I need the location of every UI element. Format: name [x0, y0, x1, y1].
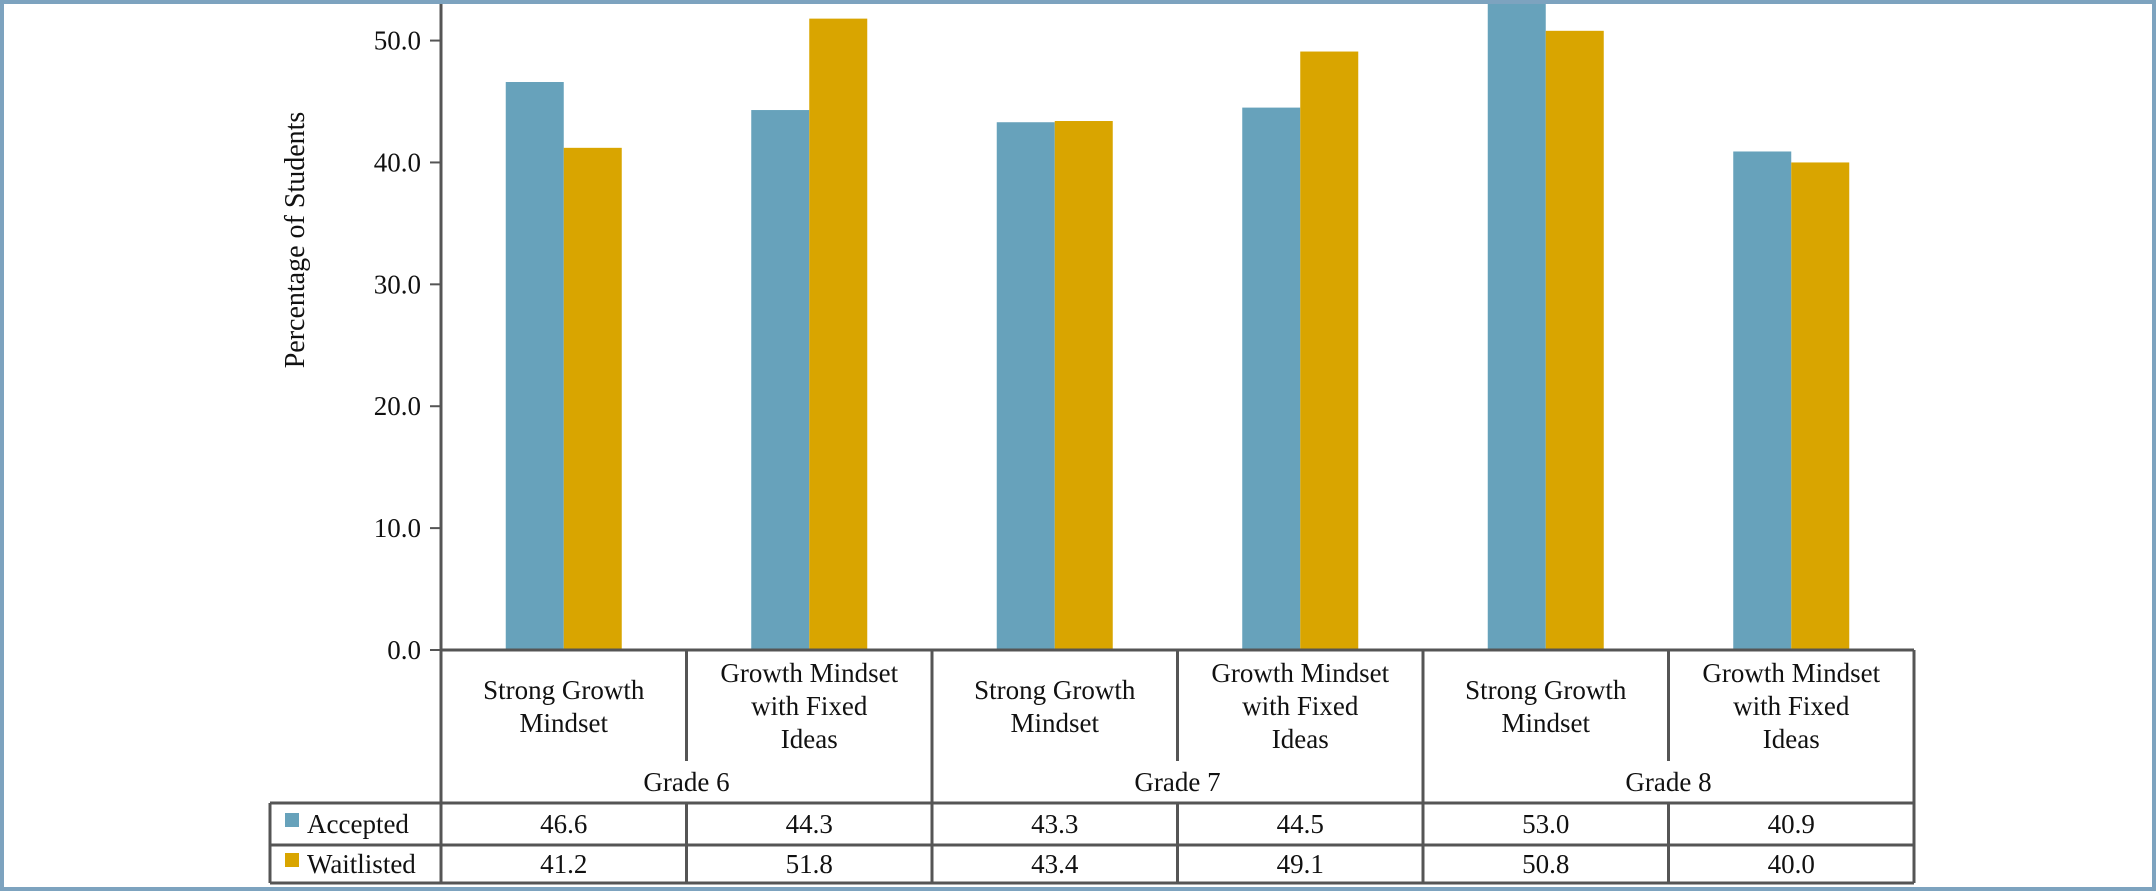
category-label: Mindset: [519, 708, 608, 738]
y-tick-label: 0.0: [387, 635, 421, 665]
category-label: Mindset: [1010, 708, 1099, 738]
data-label-waitlisted: 49.1: [1277, 849, 1324, 879]
bar-accepted-1: [505, 82, 564, 650]
y-tick-label: 10.0: [374, 513, 421, 543]
category-label: with Fixed: [1733, 691, 1850, 721]
data-label-waitlisted: 40.0: [1768, 849, 1815, 879]
data-label-waitlisted: 50.8: [1522, 849, 1569, 879]
data-label-accepted: 53.0: [1522, 809, 1569, 839]
y-tick-label: 50.0: [374, 26, 421, 56]
group-label: Grade 7: [1134, 767, 1220, 797]
category-label: Mindset: [1501, 708, 1590, 738]
y-tick-label: 40.0: [374, 147, 421, 177]
data-label-waitlisted: 43.4: [1031, 849, 1079, 879]
y-tick-label: 30.0: [374, 269, 421, 299]
data-label-waitlisted: 51.8: [786, 849, 833, 879]
bar-waitlisted-1: [563, 147, 622, 650]
data-label-accepted: 44.5: [1277, 809, 1324, 839]
data-label-waitlisted: 41.2: [540, 849, 587, 879]
group-label: Grade 8: [1625, 767, 1711, 797]
bar-accepted-6: [1733, 151, 1792, 650]
data-label-accepted: 46.6: [540, 809, 587, 839]
bar-waitlisted-4: [1300, 51, 1359, 651]
y-axis-label: Percentage of Students: [280, 112, 311, 369]
legend-swatch-waitlisted: [285, 853, 299, 867]
bar-accepted-3: [996, 122, 1055, 651]
category-label: Ideas: [1763, 724, 1820, 754]
category-label: Growth Mindset: [1211, 658, 1389, 688]
bar-waitlisted-2: [809, 18, 868, 651]
legend-label-accepted: Accepted: [307, 809, 409, 839]
bars: [505, 4, 1850, 651]
bar-waitlisted-3: [1054, 121, 1113, 650]
axes: 0.0 10.0 20.0 30.0 40.0 50.0: [374, 4, 443, 665]
bar-accepted-2: [751, 110, 810, 651]
bar-accepted-4: [1242, 107, 1301, 651]
data-label-accepted: 40.9: [1768, 809, 1815, 839]
y-tick-label: 20.0: [374, 391, 421, 421]
category-label: with Fixed: [1242, 691, 1359, 721]
category-label: Strong Growth: [974, 675, 1136, 705]
category-label: with Fixed: [751, 691, 868, 721]
bar-chart: Percentage of Students 0.0 10.0 20.0 30.0 40…: [268, 4, 1916, 885]
category-label: Ideas: [1272, 724, 1329, 754]
data-label-accepted: 43.3: [1031, 809, 1078, 839]
legend-swatch-accepted: [285, 813, 299, 827]
bar-accepted-5: [1487, 4, 1546, 650]
category-label: Strong Growth: [483, 675, 645, 705]
category-label: Growth Mindset: [720, 658, 898, 688]
category-label: Strong Growth: [1465, 675, 1627, 705]
bar-waitlisted-6: [1791, 162, 1850, 651]
legend-label-waitlisted: Waitlisted: [307, 849, 416, 879]
category-label: Growth Mindset: [1702, 658, 1880, 688]
group-label: Grade 6: [643, 767, 729, 797]
data-label-accepted: 44.3: [786, 809, 833, 839]
bar-waitlisted-5: [1545, 30, 1604, 651]
category-label: Ideas: [781, 724, 838, 754]
